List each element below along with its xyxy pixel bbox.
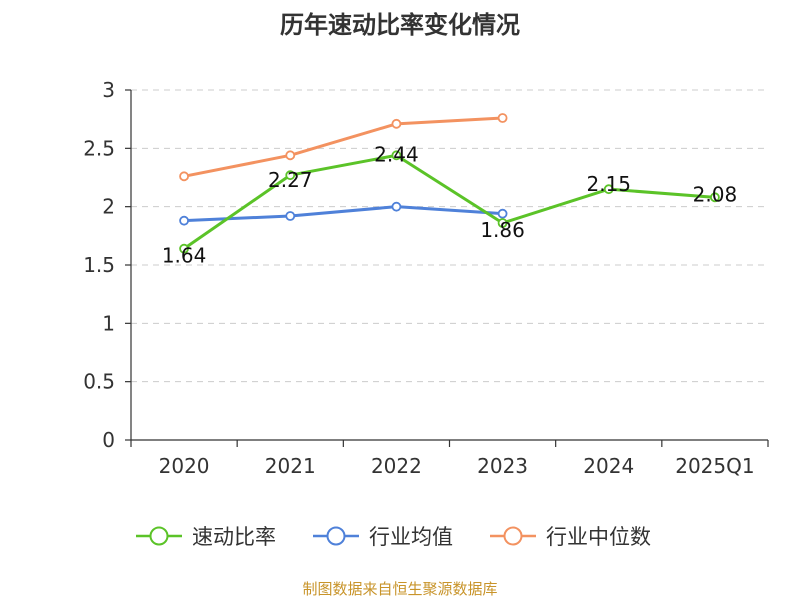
data-label: 2.15 bbox=[586, 172, 631, 196]
y-tick-label: 0.5 bbox=[83, 370, 115, 394]
series-point-1 bbox=[285, 211, 296, 221]
y-tick-label: 2 bbox=[102, 195, 115, 219]
data-label: 2.27 bbox=[268, 168, 313, 192]
series-point-2 bbox=[391, 118, 402, 129]
y-tick-label: 2.5 bbox=[83, 136, 115, 160]
x-tick-label: 2022 bbox=[371, 454, 422, 478]
series-point-2 bbox=[497, 113, 508, 123]
series-point-0 bbox=[391, 150, 402, 161]
x-tick-label: 2024 bbox=[583, 454, 634, 478]
data-label: 1.64 bbox=[162, 244, 207, 268]
grid-lines bbox=[131, 89, 768, 383]
legend-marker-0 bbox=[149, 526, 169, 546]
y-tick-label: 0 bbox=[102, 428, 115, 452]
legend-marker-1 bbox=[326, 526, 346, 546]
x-tick-label: 2025Q1 bbox=[675, 454, 754, 478]
legend-label: 行业中位数 bbox=[546, 525, 651, 549]
axes: 0 0.5 1 1.5 2 2.5 3 2020 2021 2022 2023 2024 2025Q1 bbox=[83, 78, 769, 478]
series-point-0 bbox=[285, 170, 296, 181]
y-tick-label: 3 bbox=[102, 78, 115, 102]
data-labels: 1.64 2.27 2.44 1.86 2.15 2.08 bbox=[162, 142, 737, 267]
y-tick-label: 1.5 bbox=[83, 253, 115, 277]
series-line-2 bbox=[183, 116, 503, 178]
x-tick-label: 2020 bbox=[159, 454, 210, 478]
series-line-1 bbox=[184, 205, 503, 223]
series-point-0 bbox=[497, 218, 508, 228]
series-point-1 bbox=[391, 201, 402, 212]
legend-label: 行业均值 bbox=[369, 525, 453, 549]
series-layer bbox=[179, 113, 720, 254]
legend-marker-2 bbox=[503, 526, 523, 546]
series-point-0 bbox=[710, 192, 720, 203]
series-point-0 bbox=[603, 184, 614, 195]
x-tick-label: 2021 bbox=[265, 454, 316, 478]
chart-title: 历年速动比率变化情况 bbox=[280, 11, 520, 39]
data-label: 2.44 bbox=[374, 142, 419, 166]
series-point-0 bbox=[179, 243, 189, 254]
series-point-1 bbox=[179, 215, 189, 226]
series-point-2 bbox=[179, 171, 189, 182]
series-point-1 bbox=[497, 208, 508, 219]
data-label: 1.86 bbox=[480, 218, 525, 242]
series-line-0 bbox=[183, 153, 716, 250]
legend-label: 速动比率 bbox=[192, 525, 276, 549]
series-point-2 bbox=[285, 150, 296, 161]
y-tick-label: 1 bbox=[102, 311, 115, 335]
source-note: 制图数据来自恒生聚源数据库 bbox=[302, 580, 497, 598]
x-tick-label: 2023 bbox=[477, 454, 528, 478]
data-label: 2.08 bbox=[693, 182, 738, 206]
legend: 速动比率 行业均值 行业中位数 bbox=[136, 525, 651, 549]
